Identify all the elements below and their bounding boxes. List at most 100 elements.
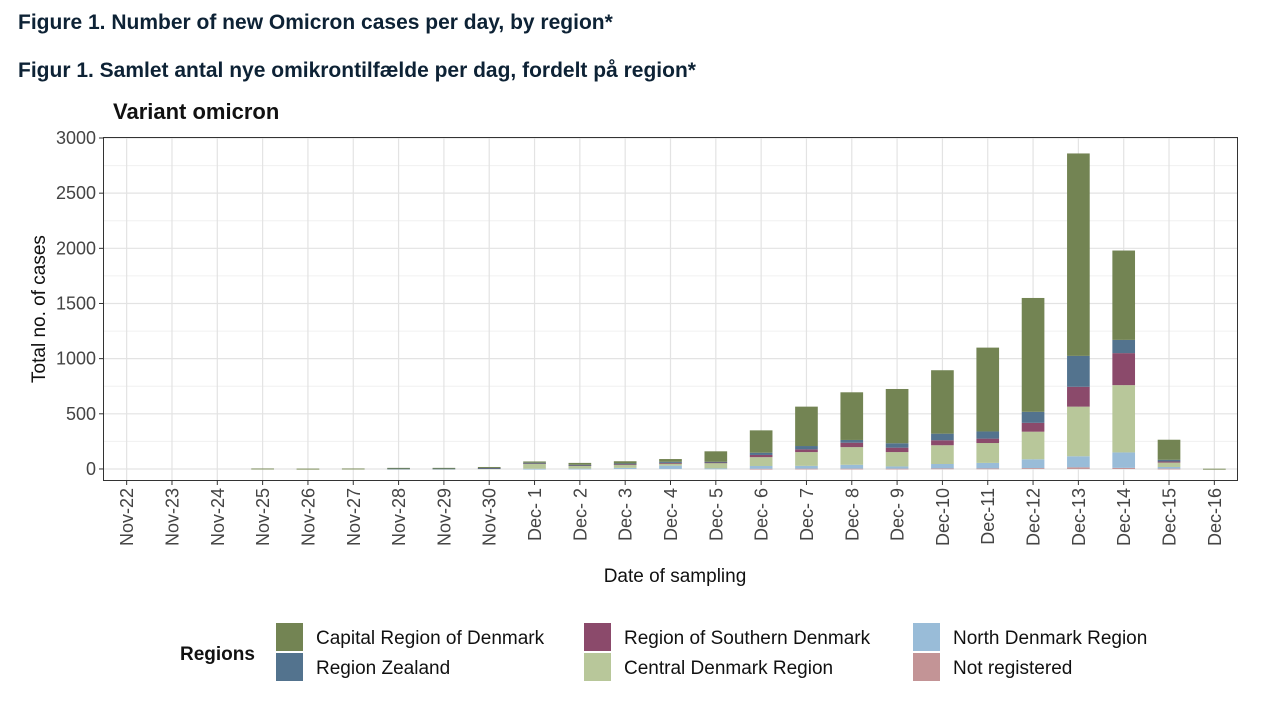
chart-bars <box>251 153 1226 470</box>
x-tick-label: Nov-27 <box>344 488 364 546</box>
x-tick-label: Dec-14 <box>1114 488 1134 546</box>
bar-segment-central-denmark-region-9 <box>523 463 546 469</box>
bar-segment-region-zealand-23 <box>1157 459 1181 462</box>
y-tick-label: 0 <box>86 459 96 479</box>
bar-segment-region-of-southern-denmark-18 <box>931 440 954 446</box>
x-tick-label: Dec-15 <box>1160 488 1180 546</box>
bar-segment-central-denmark-region-14 <box>749 457 773 466</box>
x-tick-label: Dec-16 <box>1205 488 1225 546</box>
bar-segment-central-denmark-region-22 <box>1112 385 1136 453</box>
bar-segment-capital-region-of-denmark-12 <box>659 459 682 462</box>
y-axis-label: Total no. of cases <box>29 235 50 383</box>
x-tick-label: Dec- 5 <box>706 488 726 541</box>
x-tick-label: Nov-26 <box>298 488 318 546</box>
x-tick-label: Nov-30 <box>480 488 500 546</box>
bar-segment-capital-region-of-denmark-15 <box>795 406 818 447</box>
bar-segment-region-zealand-8 <box>477 467 501 469</box>
y-tick-label: 500 <box>66 404 96 424</box>
legend-swatch-capital-region-of-denmark <box>276 623 303 651</box>
bar-segment-north-denmark-region-13 <box>704 468 728 470</box>
legend-label-north-denmark-region: North Denmark Region <box>953 628 1147 649</box>
bar-segment-not-registered-17 <box>885 468 909 470</box>
bar-segment-region-zealand-20 <box>1021 411 1045 423</box>
x-tick-label: Dec-12 <box>1024 488 1044 546</box>
bar-segment-region-zealand-22 <box>1112 339 1136 354</box>
y-tick-label: 1000 <box>56 349 96 369</box>
bar-segment-central-denmark-region-12 <box>659 463 682 466</box>
figure-title-english: Figure 1. Number of new Omicron cases pe… <box>18 11 613 34</box>
x-axis-label: Date of sampling <box>604 566 747 587</box>
bar-segment-north-denmark-region-14 <box>749 465 773 469</box>
figure-title-danish: Figur 1. Samlet antal nye omikrontilfæld… <box>18 59 696 82</box>
bar-segment-capital-region-of-denmark-3 <box>251 468 274 470</box>
bar-segment-not-registered-22 <box>1112 467 1136 469</box>
bar-segment-region-of-southern-denmark-20 <box>1021 422 1045 432</box>
bar-segment-region-of-southern-denmark-12 <box>659 462 682 464</box>
bar-segment-central-denmark-region-17 <box>885 452 909 467</box>
bar-segment-region-zealand-7 <box>432 468 456 470</box>
x-tick-label: Dec- 9 <box>888 488 908 541</box>
x-tick-label: Nov-28 <box>389 488 409 546</box>
legend-swatch-north-denmark-region <box>913 623 940 651</box>
bar-segment-region-of-southern-denmark-17 <box>885 447 909 453</box>
legend-swatch-region-of-southern-denmark <box>584 623 611 651</box>
legend-label-not-registered: Not registered <box>953 658 1072 679</box>
bar-segment-not-registered-16 <box>840 468 864 470</box>
bar-segment-capital-region-of-denmark-16 <box>840 392 864 440</box>
bar-segment-region-zealand-17 <box>885 443 909 448</box>
x-tick-label: Dec- 4 <box>661 488 681 541</box>
x-tick-label: Nov-22 <box>117 488 137 546</box>
bar-segment-north-denmark-region-22 <box>1112 452 1136 468</box>
bar-segment-north-denmark-region-19 <box>976 462 1000 469</box>
bar-segment-capital-region-of-denmark-8 <box>477 466 501 468</box>
x-tick-label: Nov-25 <box>253 488 273 546</box>
bar-segment-capital-region-of-denmark-9 <box>523 461 546 463</box>
bar-segment-central-denmark-region-11 <box>613 464 637 468</box>
legend-label-region-zealand: Region Zealand <box>316 658 450 679</box>
bar-segment-north-denmark-region-17 <box>885 466 909 469</box>
bar-segment-region-zealand-10 <box>568 464 592 466</box>
y-axis: 0 500 1000 1500 2000 2500 3000 <box>56 128 104 479</box>
bar-segment-region-zealand-14 <box>749 452 773 455</box>
bar-segment-not-registered-14 <box>749 468 773 470</box>
x-tick-label: Dec- 1 <box>525 488 545 541</box>
legend-label-central-denmark-region: Central Denmark Region <box>624 658 833 679</box>
bar-segment-not-registered-15 <box>795 468 818 470</box>
x-tick-label: Dec- 7 <box>797 488 817 541</box>
bar-segment-capital-region-of-denmark-11 <box>613 461 637 464</box>
y-tick-label: 2500 <box>56 183 96 203</box>
bar-segment-region-zealand-13 <box>704 461 728 463</box>
bar-segment-north-denmark-region-20 <box>1021 459 1045 469</box>
bar-segment-north-denmark-region-12 <box>659 465 682 469</box>
bar-segment-region-zealand-9 <box>523 462 546 464</box>
legend-swatch-central-denmark-region <box>584 653 611 681</box>
bar-segment-north-denmark-region-23 <box>1157 466 1181 469</box>
bar-segment-capital-region-of-denmark-4 <box>296 468 320 470</box>
bar-segment-capital-region-of-denmark-23 <box>1157 439 1181 460</box>
bar-segment-capital-region-of-denmark-13 <box>704 451 728 462</box>
bar-segment-region-zealand-19 <box>976 431 1000 439</box>
bar-segment-not-registered-21 <box>1067 467 1090 469</box>
bar-segment-region-of-southern-denmark-11 <box>613 464 637 465</box>
bar-segment-region-of-southern-denmark-19 <box>976 438 1000 444</box>
bar-segment-north-denmark-region-11 <box>613 467 637 469</box>
legend-swatch-not-registered <box>913 653 940 681</box>
bar-segment-region-of-southern-denmark-23 <box>1157 461 1181 463</box>
bar-segment-not-registered-20 <box>1021 468 1045 469</box>
bar-segment-central-denmark-region-23 <box>1157 462 1181 467</box>
x-axis: Nov-22 Nov-23 Nov-24 Nov-25 Nov-26 Nov-27 Nov-… <box>117 480 1225 546</box>
bar-segment-region-zealand-11 <box>613 463 637 465</box>
bar-segment-not-registered-19 <box>976 468 1000 470</box>
bar-segment-capital-region-of-denmark-18 <box>931 370 954 434</box>
legend: Regions Capital Region of Denmark Region … <box>180 623 1147 681</box>
bar-segment-central-denmark-region-16 <box>840 447 864 465</box>
y-tick-label: 3000 <box>56 128 96 148</box>
bar-segment-region-zealand-15 <box>795 446 818 450</box>
bar-segment-region-zealand-12 <box>659 461 682 463</box>
chart-title: Variant omicron <box>113 99 279 124</box>
bar-segment-central-denmark-region-18 <box>931 445 954 465</box>
legend-title: Regions <box>180 644 255 665</box>
x-tick-label: Dec- 2 <box>570 488 590 541</box>
x-tick-label: Dec- 3 <box>616 488 636 541</box>
bar-segment-capital-region-of-denmark-21 <box>1067 153 1090 356</box>
